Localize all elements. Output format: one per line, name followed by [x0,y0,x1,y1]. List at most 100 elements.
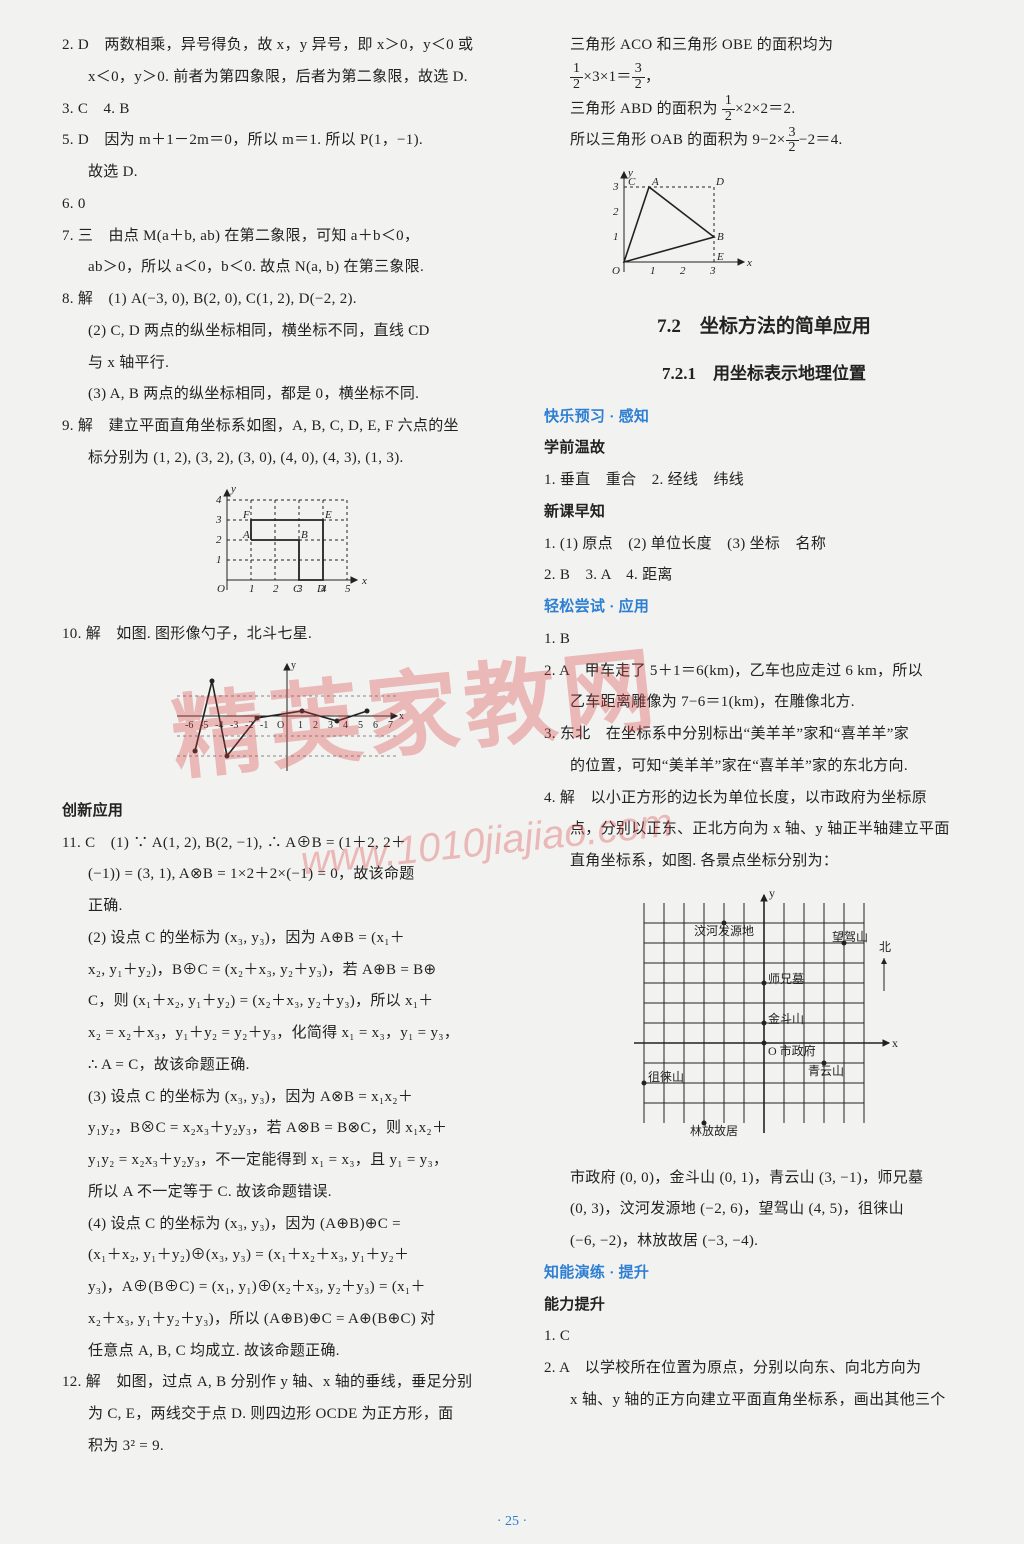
svg-text:7: 7 [388,720,393,731]
q11j: y₁y₂，B⊗C = x₂x₃＋y₂y₃，若 A⊗B = B⊗C，则 x₁x₂＋ [62,1113,512,1144]
svg-text:望驾山: 望驾山 [832,930,868,944]
p8c: (−6, −2)，林放故居 (−3, −4). [544,1226,984,1257]
svg-text:2: 2 [313,720,318,731]
svg-text:-3: -3 [230,720,238,731]
svg-text:-4: -4 [215,720,223,731]
svg-text:3: 3 [709,265,716,277]
svg-text:1: 1 [298,720,303,731]
p5: 2. A 甲车走了 5＋1＝6(km)，乙车也应走过 6 km，所以 [544,656,984,687]
svg-text:3: 3 [612,181,619,193]
left-column: 2. D 两数相乘，异号得负，故 x，y 异号，即 x＞0，y＜0 或 x＜0，… [62,30,512,1490]
right-column: 三角形 ACO 和三角形 OBE 的面积均为 12×3×1＝32， 三角形 AB… [544,30,984,1490]
h2: 学前温故 [544,433,984,464]
q5b: 故选 D. [62,157,512,188]
r4a: 所以三角形 OAB 的面积为 9−2× [570,132,786,148]
p7: 4. 解 以小正方形的边长为单位长度，以市政府为坐标原 [544,783,984,814]
figure-q9: Oxy 12345 1234 ABCDEF [62,480,512,612]
q11c: 正确. [62,891,512,922]
svg-text:E: E [324,509,332,521]
svg-text:1: 1 [249,583,255,595]
svg-text:D: D [715,176,724,188]
q11n: (x₁＋x₂, y₁＋y₂)⊕(x₃, y₃) = (x₁＋x₂＋x₃, y₁＋… [62,1240,512,1271]
q11e: x₂, y₁＋y₂)，B⊕C = (x₂＋x₃, y₂＋y₃)，若 A⊕B = … [62,955,512,986]
q8b: (2) C, D 两点的纵坐标相同，横坐标不同，直线 CD [62,316,512,347]
svg-text:C: C [628,176,636,188]
svg-text:-2: -2 [245,720,253,731]
p8b: (0, 3)，汶河发源地 (−2, 6)，望驾山 (4, 5)，徂徕山 [544,1194,984,1225]
r2: 12×3×1＝32， [544,62,984,93]
q11g: x₂ = x₂＋x₃，y₁＋y₂ = y₂＋y₃，化简得 x₁ = x₃，y₁ … [62,1018,512,1049]
q2: 2. D 两数相乘，异号得负，故 x，y 异号，即 x＞0，y＜0 或 [62,30,512,61]
svg-text:D: D [316,583,325,595]
svg-text:3: 3 [328,720,333,731]
q12b: 为 C, E，两线交于点 D. 则四边形 OCDE 为正方形，面 [62,1399,512,1430]
r2a: ×3×1＝ [583,69,631,85]
svg-text:金斗山: 金斗山 [768,1011,804,1026]
svg-text:青云山: 青云山 [808,1064,844,1078]
svg-text:A: A [242,529,250,541]
p6: 3. 东北 在坐标系中分别标出“美羊羊”家和“喜羊羊”家 [544,719,984,750]
svg-text:-6: -6 [185,720,193,731]
q11o: y₃)，A⊕(B⊕C) = (x₁, y₁)⊕(x₂＋x₃, y₂＋y₃) = … [62,1272,512,1303]
q2b: x＜0，y＞0. 前者为第四象限，后者为第二象限，故选 D. [62,62,512,93]
q9b: 标分别为 (1, 2), (3, 2), (3, 0), (4, 0), (4,… [62,443,512,474]
q5: 5. D 因为 m＋1－2m＝0，所以 m＝1. 所以 P(1，−1). [62,125,512,156]
svg-text:C: C [293,583,301,595]
q11: 11. C (1) ∵ A(1, 2), B(2, −1), ∴ A⊕B = (… [62,828,512,859]
svg-text:-5: -5 [200,720,208,731]
p7b: 点，分别以正东、正北方向为 x 轴、y 轴正半轴建立平面 [544,814,984,845]
figure-triangle: Oxy CAD BE 123 123 [544,162,984,294]
section-7-2: 7.2 坐标方法的简单应用 [544,308,984,347]
svg-text:O: O [277,720,284,731]
h5: 知能演练 · 提升 [544,1258,984,1289]
q7b: ab＞0，所以 a＜0，b＜0. 故点 N(a, b) 在第三象限. [62,252,512,283]
svg-text:x: x [746,257,752,269]
r3: 三角形 ABD 的面积为 12×2×2＝2. [544,94,984,125]
q11l: 所以 A 不一定等于 C. 故该命题错误. [62,1177,512,1208]
q3: 3. C 4. B [62,94,512,125]
r2b: ， [645,69,660,85]
svg-text:O: O [612,265,620,277]
q8d: (3) A, B 两点的纵坐标相同，都是 0，横坐标不同. [62,379,512,410]
q11m: (4) 设点 C 的坐标为 (x₃, y₃)，因为 (A⊕B)⊕C = [62,1209,512,1240]
svg-text:y: y [230,483,236,495]
p5b: 乙车距离雕像为 7−6＝1(km)，在雕像北方. [544,687,984,718]
p1: 1. 垂直 重合 2. 经线 纬线 [544,465,984,496]
svg-text:1: 1 [216,554,222,566]
q11q: 任意点 A, B, C 均成立. 故该命题正确. [62,1336,512,1367]
svg-text:B: B [301,529,308,541]
svg-text:3: 3 [215,514,222,526]
q11b: (−1)) = (3, 1), A⊗B = 1×2＋2×(−1) = 0，故该命… [62,859,512,890]
r3a: 三角形 ABD 的面积为 [570,101,722,117]
svg-text:F: F [242,509,250,521]
svg-text:6: 6 [373,720,378,731]
r4: 所以三角形 OAB 的面积为 9−2×32−2＝4. [544,125,984,156]
section-7-2-1: 7.2.1 用坐标表示地理位置 [544,357,984,392]
svg-text:A: A [651,176,659,188]
svg-text:北: 北 [879,940,891,954]
svg-text:4: 4 [216,494,222,506]
page-columns: 2. D 两数相乘，异号得负，故 x，y 异号，即 x＞0，y＜0 或 x＜0，… [62,30,984,1490]
q11f: C，则 (x₁＋x₂, y₁＋y₂) = (x₂＋x₃, y₂＋y₃)，所以 x… [62,986,512,1017]
svg-text:B: B [717,231,724,243]
q12c: 积为 3² = 9. [62,1431,512,1462]
svg-text:y: y [769,886,775,900]
r3b: ×2×2＝2. [735,101,795,117]
q6: 6. 0 [62,189,512,220]
svg-text:y: y [291,660,296,671]
q12: 12. 解 如图，过点 A, B 分别作 y 轴、x 轴的垂线，垂足分别 [62,1367,512,1398]
svg-text:师兄墓: 师兄墓 [768,972,804,986]
p9: 1. C [544,1321,984,1352]
p10: 2. A 以学校所在位置为原点，分别以向东、向北方向为 [544,1353,984,1384]
r4b: −2＝4. [799,132,843,148]
svg-text:1: 1 [650,265,656,277]
svg-text:2: 2 [613,206,619,218]
page-number: · 25 · [0,1514,1024,1530]
q11i: (3) 设点 C 的坐标为 (x₃, y₃)，因为 A⊗B = x₁x₂＋ [62,1082,512,1113]
cx-heading: 创新应用 [62,796,512,827]
h4: 轻松尝试 · 应用 [544,592,984,623]
svg-text:O 市政府: O 市政府 [768,1043,816,1058]
svg-text:5: 5 [345,583,351,595]
figure-map: O 市政府金斗山青云山 师兄墓汶河发源地望驾山 徂徕山林放故居 xy 北 [544,883,984,1155]
h1: 快乐预习 · 感知 [544,402,984,433]
